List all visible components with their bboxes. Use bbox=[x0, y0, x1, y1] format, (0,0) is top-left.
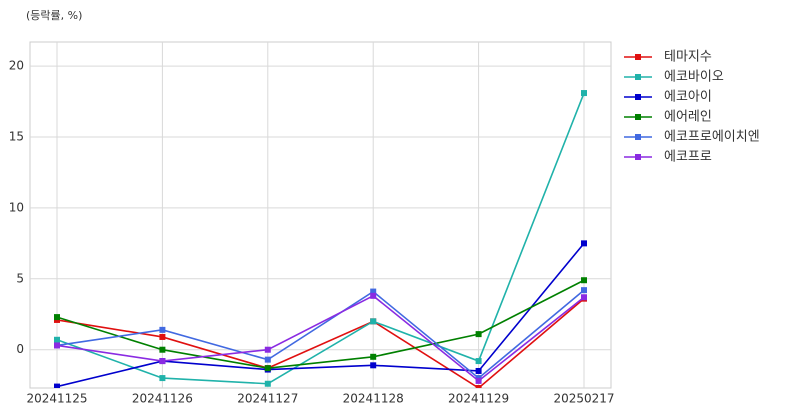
series-line bbox=[56, 289, 585, 380]
point-marker bbox=[581, 287, 587, 294]
plot-frame bbox=[29, 41, 612, 389]
legend-label: 테마지수 bbox=[664, 50, 712, 65]
y-tick-label: 5 bbox=[16, 271, 24, 285]
point-marker bbox=[581, 90, 587, 97]
y-tick-label: 15 bbox=[9, 130, 24, 144]
point-marker bbox=[159, 333, 166, 340]
x-tick-label: 20241128 bbox=[343, 392, 404, 406]
series-line bbox=[56, 242, 585, 388]
series-line bbox=[56, 279, 585, 369]
legend-label: 에코프로에이치엔 bbox=[664, 130, 760, 145]
x-tick-label: 20250217 bbox=[553, 392, 614, 406]
point-marker bbox=[370, 292, 377, 299]
legend-marker bbox=[635, 94, 641, 100]
y-tick-label: 10 bbox=[9, 200, 24, 214]
x-tick-label: 20241126 bbox=[132, 392, 193, 406]
x-tick-label: 20241127 bbox=[237, 392, 298, 406]
point-marker bbox=[581, 240, 587, 247]
legend-label: 에코프로 bbox=[664, 150, 712, 165]
legend-marker bbox=[635, 134, 641, 140]
y-tick-label: 20 bbox=[9, 59, 24, 73]
point-marker bbox=[370, 353, 377, 360]
x-tick-label: 20241125 bbox=[26, 392, 87, 406]
plot-area bbox=[54, 90, 587, 388]
y-tick-label: 0 bbox=[16, 342, 24, 356]
legend-marker bbox=[635, 114, 641, 120]
point-marker bbox=[370, 288, 377, 295]
point-marker bbox=[54, 314, 60, 321]
legend-label: 에코바이오 bbox=[664, 70, 724, 85]
point-marker bbox=[581, 294, 587, 301]
legend-label: 에코아이 bbox=[664, 90, 712, 105]
point-marker bbox=[370, 318, 377, 325]
point-marker bbox=[264, 356, 271, 363]
series-line bbox=[56, 294, 585, 382]
point-marker bbox=[475, 358, 482, 365]
series-line bbox=[56, 298, 585, 388]
chart-subtitle: (등락률, %) bbox=[26, 9, 82, 22]
legend-label: 에어레인 bbox=[664, 110, 712, 125]
point-marker bbox=[264, 380, 271, 387]
legend-marker bbox=[635, 54, 641, 60]
point-marker bbox=[475, 367, 482, 374]
point-marker bbox=[475, 385, 482, 388]
point-marker bbox=[159, 358, 166, 365]
point-marker bbox=[581, 277, 587, 284]
point-marker bbox=[54, 336, 60, 343]
point-marker bbox=[370, 362, 377, 369]
legend-marker bbox=[635, 74, 641, 80]
x-tick-label: 20241129 bbox=[448, 392, 509, 406]
point-marker bbox=[54, 383, 60, 388]
point-marker bbox=[159, 346, 166, 353]
point-marker bbox=[264, 346, 271, 353]
point-marker bbox=[475, 377, 482, 384]
series-line bbox=[56, 92, 585, 385]
point-marker bbox=[159, 375, 166, 382]
point-marker bbox=[54, 342, 60, 349]
point-marker bbox=[159, 326, 166, 333]
point-marker bbox=[264, 365, 271, 372]
legend-marker bbox=[635, 154, 641, 160]
point-marker bbox=[475, 331, 482, 338]
